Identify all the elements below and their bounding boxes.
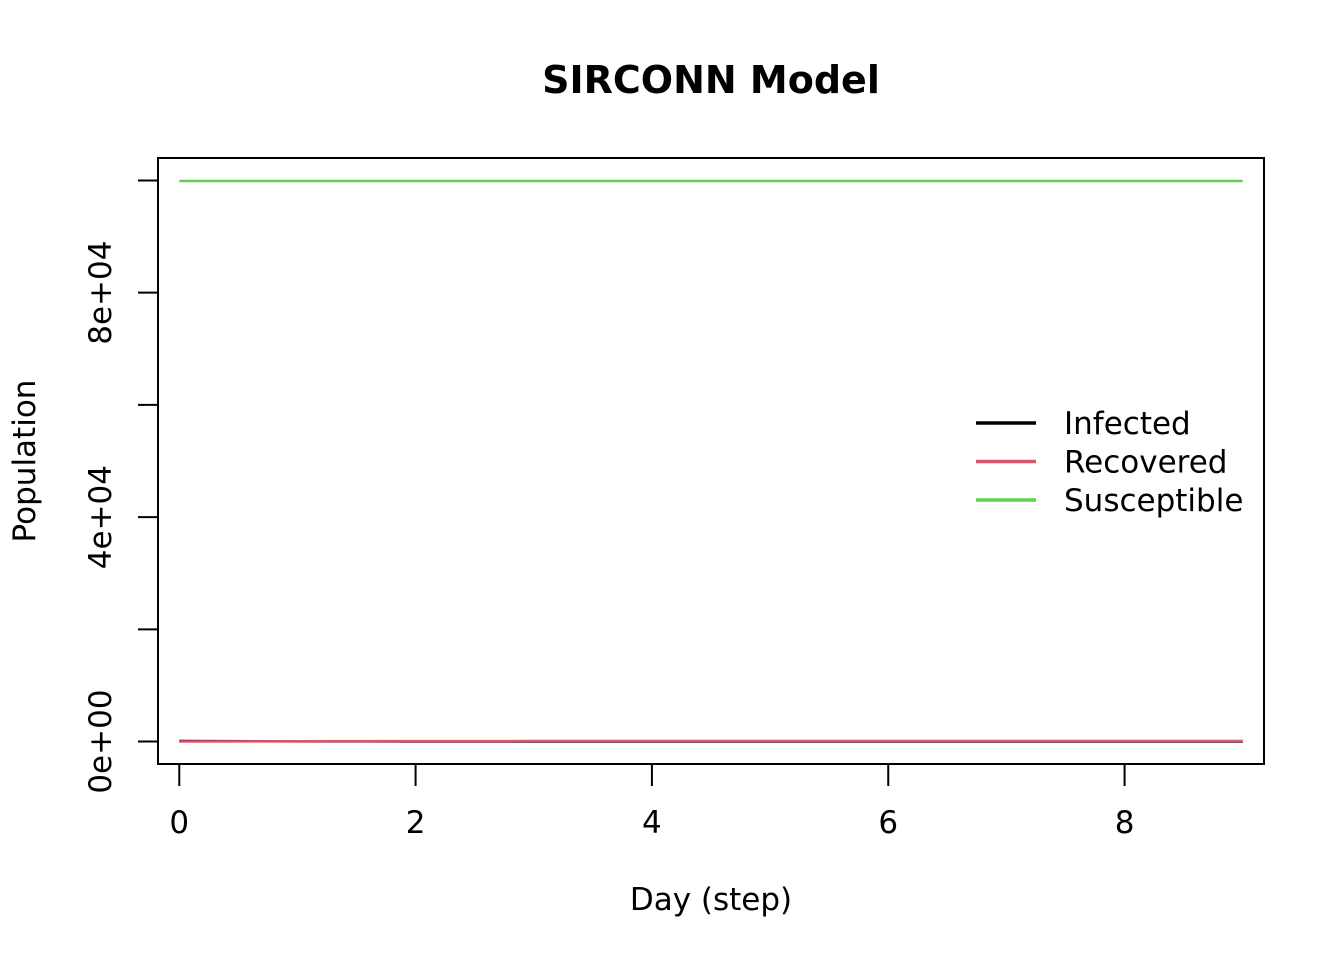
x-tick-label: 6: [878, 805, 898, 841]
legend-label: Susceptible: [1064, 483, 1243, 519]
y-axis-label: Population: [7, 380, 43, 543]
x-tick-label: 4: [642, 805, 662, 841]
y-axis: 0e+00 4e+04 8e+04: [83, 179, 159, 794]
y-tick-label: 8e+04: [83, 241, 119, 345]
x-tick-label: 2: [406, 805, 426, 841]
chart-title: SIRCONN Model: [542, 58, 880, 102]
y-tick-label: 4e+04: [83, 465, 119, 569]
y-tick-label: 0e+00: [83, 689, 119, 793]
x-axis-label: Day (step): [630, 882, 792, 918]
legend-label: Infected: [1064, 406, 1191, 442]
legend-item-susceptible: Susceptible: [976, 483, 1243, 519]
x-tick-label: 8: [1115, 805, 1135, 841]
legend-item-infected: Infected: [976, 406, 1191, 442]
x-axis: 0 2 4 6 8: [169, 763, 1135, 841]
legend-item-recovered: Recovered: [976, 445, 1227, 481]
x-tick-label: 0: [169, 805, 189, 841]
series-layer: [179, 179, 1243, 743]
series-line-recovered: [179, 739, 1243, 743]
legend-label: Recovered: [1064, 445, 1227, 481]
